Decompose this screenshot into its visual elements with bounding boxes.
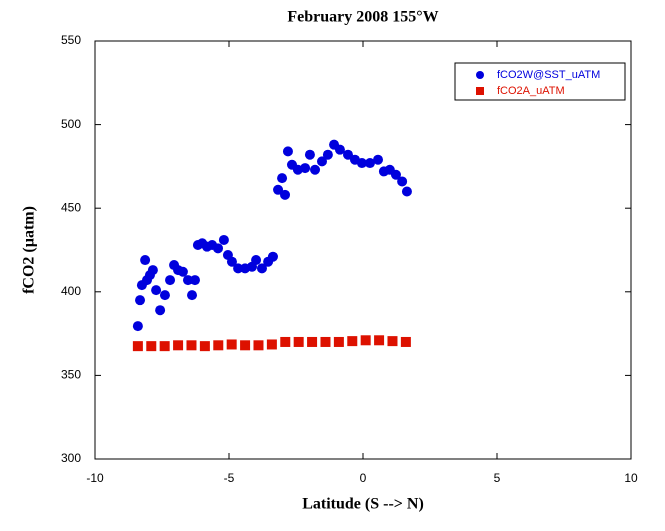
y-tick-label: 400 <box>61 284 81 298</box>
point <box>177 266 188 277</box>
legend-marker <box>476 71 484 79</box>
point <box>277 173 288 184</box>
point <box>251 255 262 266</box>
x-axis-label: Latitude (S --> N) <box>302 496 424 513</box>
point <box>374 335 385 346</box>
point <box>189 275 200 286</box>
y-axis-label: fCO2 (µatm) <box>21 206 38 294</box>
point <box>226 256 237 267</box>
point <box>322 149 333 160</box>
point <box>293 336 304 347</box>
point <box>401 186 412 197</box>
point <box>310 164 321 175</box>
point <box>347 336 358 347</box>
point <box>213 340 224 351</box>
point <box>267 251 278 262</box>
point <box>280 189 291 200</box>
point <box>147 265 158 276</box>
point <box>256 263 267 274</box>
point <box>132 321 143 332</box>
point <box>182 275 193 286</box>
point <box>199 341 210 352</box>
x-tick-label: 0 <box>360 471 367 485</box>
point <box>253 340 264 351</box>
point <box>155 305 166 316</box>
point <box>356 158 367 169</box>
point <box>186 340 197 351</box>
point <box>151 285 162 296</box>
point <box>373 154 384 165</box>
y-tick-label: 550 <box>61 33 81 47</box>
point <box>159 341 170 352</box>
point <box>173 340 184 351</box>
y-tick-label: 500 <box>61 117 81 131</box>
point <box>140 255 151 266</box>
point <box>135 295 146 306</box>
point <box>266 339 277 350</box>
point <box>364 158 375 169</box>
plot-frame <box>94 40 632 460</box>
y-tick-label: 300 <box>61 451 81 465</box>
point <box>218 234 229 245</box>
point <box>240 340 251 351</box>
x-tick-label: 10 <box>624 471 638 485</box>
point <box>226 339 237 350</box>
point <box>334 144 345 155</box>
point <box>187 290 198 301</box>
point <box>400 336 411 347</box>
x-tick-label: -5 <box>224 471 235 485</box>
point <box>320 336 331 347</box>
point <box>397 176 408 187</box>
point <box>300 163 311 174</box>
y-tick-label: 450 <box>61 200 81 214</box>
point <box>360 335 371 346</box>
point <box>165 275 176 286</box>
point <box>159 290 170 301</box>
point <box>282 146 293 157</box>
point <box>307 336 318 347</box>
point <box>316 156 327 167</box>
point <box>333 336 344 347</box>
point <box>273 184 284 195</box>
legend-label: fCO2A_uATM <box>497 85 565 97</box>
point <box>304 149 315 160</box>
point <box>233 263 244 274</box>
point <box>342 149 353 160</box>
point <box>280 336 291 347</box>
point <box>146 341 157 352</box>
y-tick-label: 350 <box>61 368 81 382</box>
point <box>213 243 224 254</box>
x-tick-label: -10 <box>86 471 104 485</box>
chart-title: February 2008 155°W <box>287 9 438 26</box>
legend-marker <box>476 87 484 95</box>
x-tick-label: 5 <box>494 471 501 485</box>
point <box>390 169 401 180</box>
legend-label: fCO2W@SST_uATM <box>497 69 600 81</box>
point <box>132 341 143 352</box>
point <box>387 336 398 347</box>
